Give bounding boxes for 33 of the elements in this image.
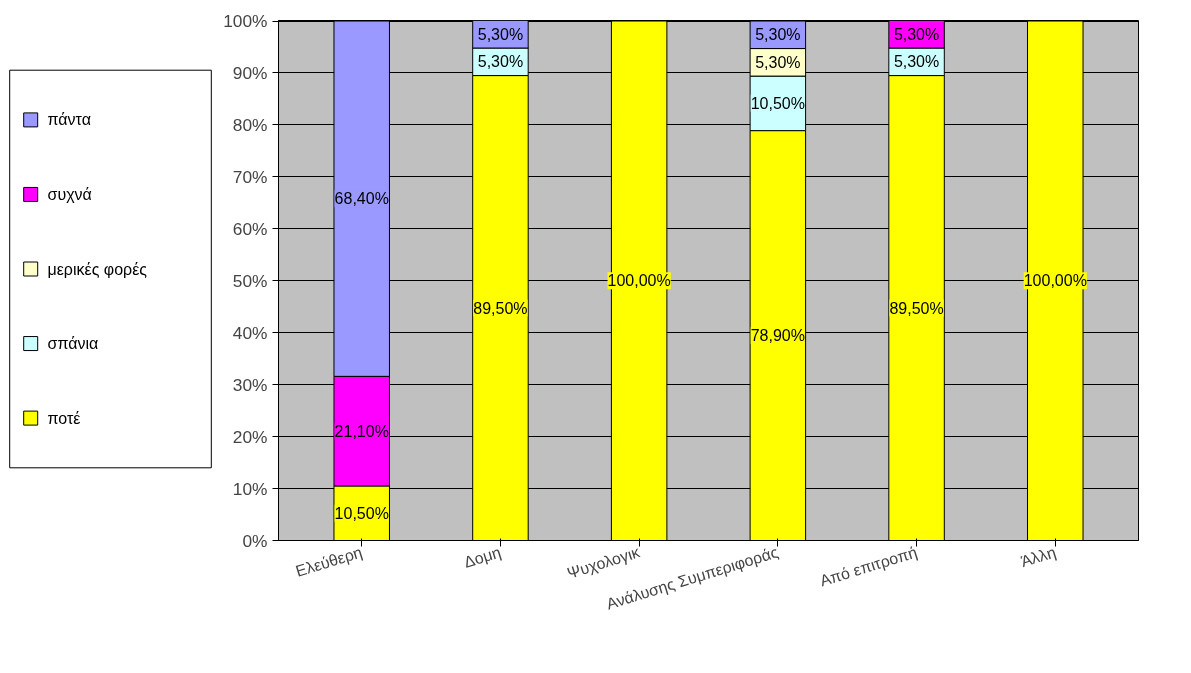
data-label: 5,30%: [755, 26, 801, 44]
legend-label: σπάνια: [47, 335, 99, 353]
y-tick-label: 80%: [232, 114, 268, 135]
data-label: 68,40%: [334, 190, 389, 208]
legend-label: μερικές φορές: [47, 260, 148, 278]
data-label: 78,90%: [750, 327, 805, 345]
y-tick-label: 0%: [242, 530, 268, 551]
data-label: 100,00%: [607, 272, 671, 290]
legend-label: πάντα: [47, 111, 91, 129]
y-tick-label: 60%: [232, 218, 268, 239]
data-label: 21,10%: [334, 422, 389, 440]
legend-label: συχνά: [47, 185, 92, 203]
legend-label: ποτέ: [47, 409, 81, 427]
y-tick-label: 70%: [232, 166, 268, 187]
x-tick-label: Άλλη: [1018, 543, 1058, 571]
data-label: 5,30%: [477, 53, 524, 71]
y-tick-label: 50%: [232, 270, 268, 291]
data-label: 10,50%: [334, 504, 389, 522]
data-label: 5,30%: [477, 25, 524, 43]
y-tick-label: 20%: [232, 426, 268, 447]
data-label: 89,50%: [889, 299, 944, 317]
y-tick-label: 10%: [232, 478, 268, 499]
data-label: 5,30%: [893, 25, 940, 43]
y-tick-label: 100%: [223, 11, 268, 32]
y-tick-label: 90%: [232, 62, 268, 83]
y-tick-label: 30%: [232, 374, 268, 395]
data-label: 100,00%: [1023, 272, 1087, 290]
data-label: 89,50%: [473, 299, 528, 317]
data-label: 5,30%: [893, 53, 940, 71]
x-tick-label: Δομη: [461, 543, 503, 571]
y-tick-label: 40%: [232, 322, 268, 343]
data-label: 10,50%: [750, 94, 805, 112]
data-label: 5,30%: [755, 53, 801, 71]
